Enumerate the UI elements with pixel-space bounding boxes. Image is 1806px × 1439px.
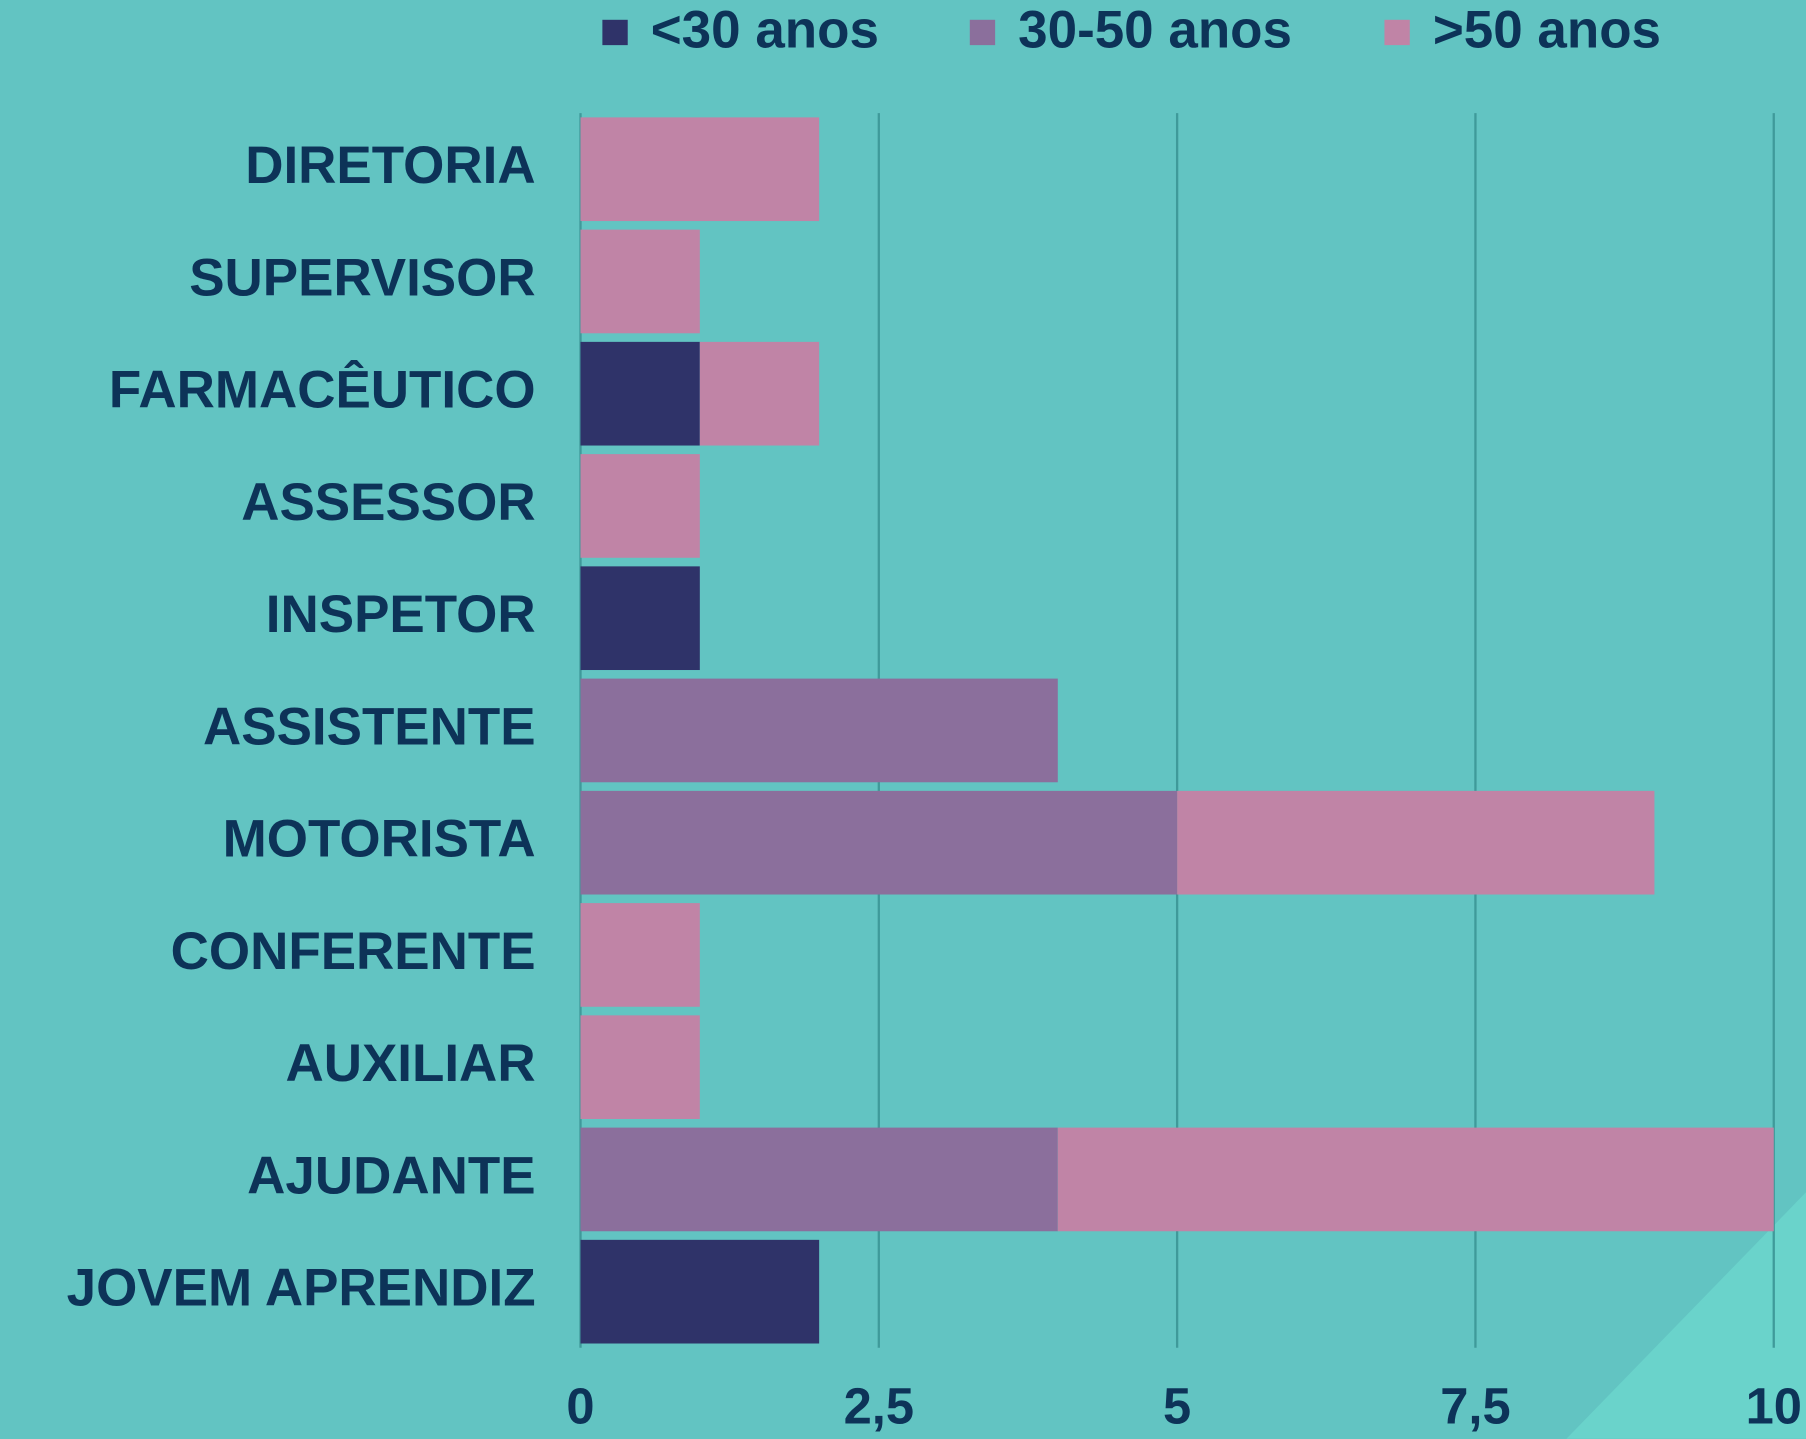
legend-label: 30-50 anos: [1018, 1, 1292, 60]
legend-label: <30 anos: [651, 1, 879, 60]
y-tick-label: FARMACÊUTICO: [109, 359, 536, 420]
legend-swatch: [969, 19, 996, 46]
y-tick-label: SUPERVISOR: [189, 248, 535, 307]
bar-segment: [580, 790, 1178, 895]
bar-segment: [699, 341, 820, 446]
legend-swatch: [602, 19, 628, 46]
bar-segment: [580, 1015, 700, 1120]
y-tick-label: INSPETOR: [266, 585, 536, 644]
y-tick-label: ASSESSOR: [241, 473, 535, 532]
bar-segment: [580, 903, 700, 1007]
legend-swatch: [1384, 19, 1410, 46]
bar-segment: [580, 1127, 1058, 1232]
y-tick-label: AUXILIAR: [285, 1034, 535, 1093]
bar-segment: [580, 454, 700, 558]
x-tick-label: 7,5: [1440, 1377, 1510, 1434]
bar-segment: [580, 117, 820, 222]
y-tick-label: MOTORISTA: [223, 810, 536, 869]
bar-segment: [580, 341, 700, 446]
x-tick-label: 2,5: [844, 1377, 914, 1434]
bar-segment: [580, 678, 1058, 783]
bar-segment: [580, 229, 700, 334]
y-tick-label: DIRETORIA: [245, 136, 535, 195]
y-tick-label: AJUDANTE: [247, 1146, 535, 1205]
bar-segment: [1177, 790, 1655, 895]
y-tick-label: ASSISTENTE: [203, 697, 536, 756]
y-tick-label: CONFERENTE: [171, 922, 536, 981]
bar-segment: [1057, 1127, 1774, 1232]
bar-segment: [580, 566, 700, 671]
x-tick-label: 0: [566, 1377, 594, 1434]
bar-segment: [580, 1239, 820, 1344]
x-tick-label: 10: [1746, 1377, 1802, 1434]
y-tick-label: JOVEM APRENDIZ: [67, 1259, 536, 1318]
legend-label: >50 anos: [1433, 1, 1661, 60]
x-tick-label: 5: [1163, 1377, 1191, 1434]
